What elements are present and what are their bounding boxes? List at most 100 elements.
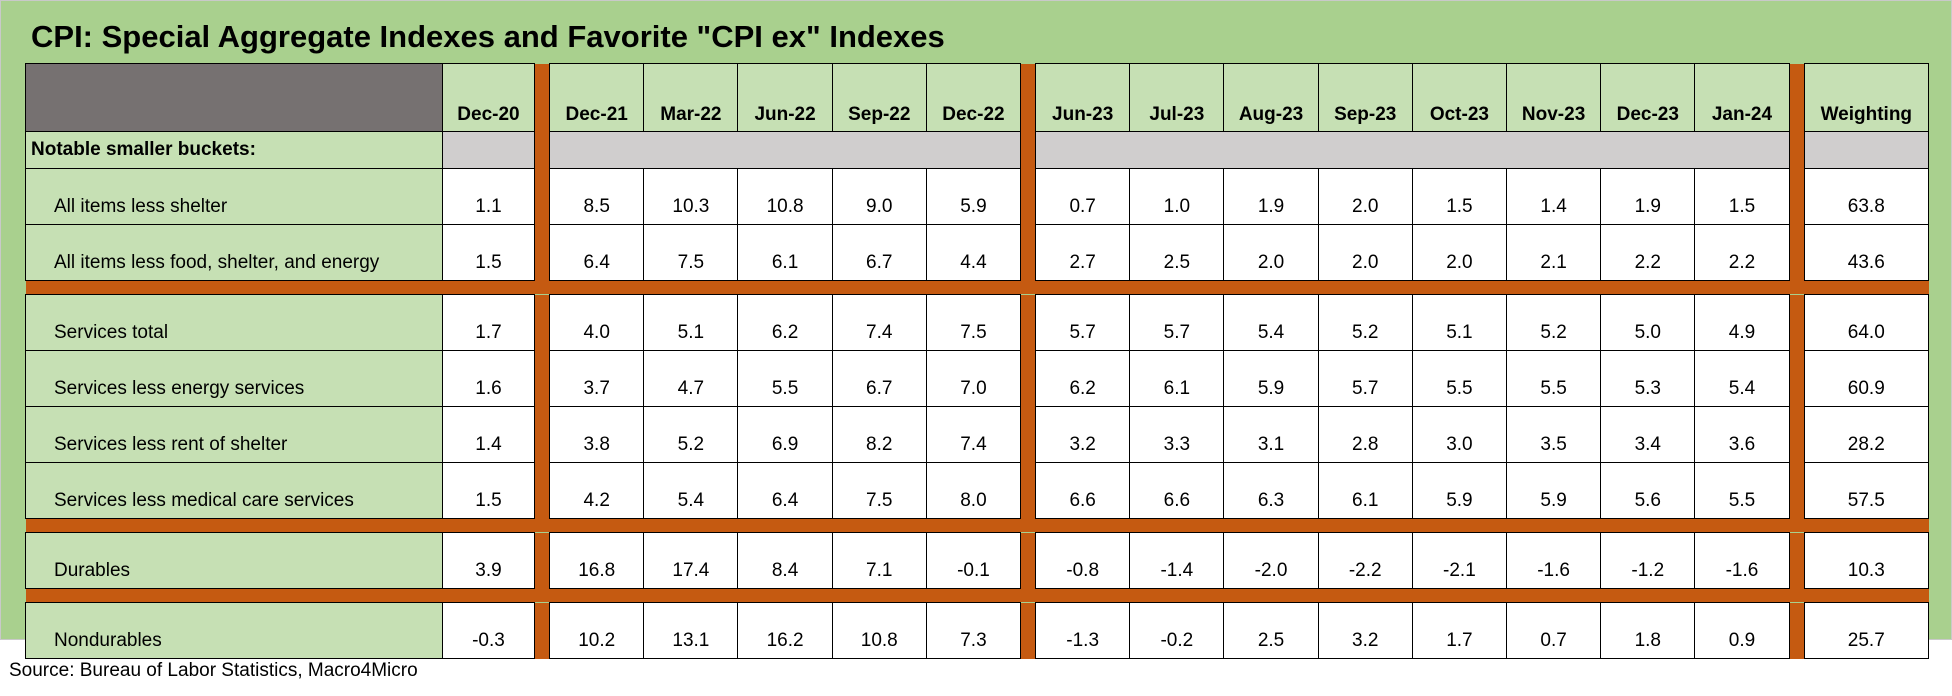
- column-header: Sep-22: [831, 63, 927, 132]
- section-header-row: Notable smaller buckets:: [25, 131, 1930, 169]
- column-header: Aug-23: [1223, 63, 1319, 132]
- table-cell: 5.1: [643, 294, 739, 351]
- column-separator: [1020, 224, 1037, 281]
- table-cell: 5.4: [1694, 350, 1790, 407]
- table-cell: 1.8: [1600, 602, 1696, 659]
- source-note: Source: Bureau of Labor Statistics, Macr…: [9, 660, 418, 681]
- table-cell: -1.6: [1694, 532, 1790, 589]
- table-row: All items less food, shelter, and energy…: [25, 224, 1930, 281]
- page-title: CPI: Special Aggregate Indexes and Favor…: [31, 19, 945, 54]
- table-cell: 3.1: [1223, 406, 1319, 463]
- table-cell: 10.3: [643, 168, 739, 225]
- table-cell: 1.4: [1505, 168, 1602, 225]
- table-cell: 6.1: [737, 224, 833, 281]
- column-separator: [534, 602, 551, 659]
- table-cell: 1.4: [441, 406, 536, 463]
- table-cell: 1.9: [1600, 168, 1696, 225]
- table-cell: 0.9: [1694, 602, 1790, 659]
- table-cell: 2.8: [1317, 406, 1413, 463]
- column-separator: [1020, 294, 1037, 351]
- table-cell: 8.4: [737, 532, 833, 589]
- table-cell: 6.3: [1223, 462, 1319, 519]
- table-cell: 3.5: [1505, 406, 1602, 463]
- table-cell: 3.2: [1317, 602, 1413, 659]
- table-cell: 6.4: [549, 224, 645, 281]
- table-cell: -2.0: [1223, 532, 1319, 589]
- table-panel: CPI: Special Aggregate Indexes and Favor…: [0, 0, 1952, 681]
- table-row: Nondurables -0.3 10.2 13.1 16.2 10.8 7.3 -1.3 -0…: [25, 602, 1930, 659]
- table-cell: 3.8: [549, 406, 645, 463]
- section-fill: [1803, 131, 1930, 169]
- table-cell: 5.9: [1505, 462, 1602, 519]
- table-cell: -0.1: [925, 532, 1022, 589]
- table-cell: -0.3: [441, 602, 536, 659]
- section-label: Notable smaller buckets:: [25, 131, 443, 169]
- column-separator: [1788, 406, 1805, 463]
- row-label: Nondurables: [25, 602, 443, 659]
- table-cell: 3.0: [1411, 406, 1508, 463]
- column-separator: [1788, 294, 1805, 351]
- row-label: Services less energy services: [25, 350, 443, 407]
- table-cell: 7.0: [925, 350, 1022, 407]
- table-cell: 2.2: [1600, 224, 1696, 281]
- table-cell: 5.0: [1600, 294, 1696, 351]
- table-cell: 2.1: [1505, 224, 1602, 281]
- table-cell: -2.2: [1317, 532, 1413, 589]
- column-header: Dec-22: [925, 63, 1022, 132]
- table-cell: 6.2: [1035, 350, 1131, 407]
- table-cell: 8.0: [925, 462, 1022, 519]
- column-separator: [1788, 63, 1805, 132]
- table-cell: -1.3: [1035, 602, 1131, 659]
- column-header: Oct-23: [1411, 63, 1508, 132]
- section-fill: [549, 131, 1022, 169]
- table-cell: 5.5: [1505, 350, 1602, 407]
- section-fill: [441, 131, 536, 169]
- row-label: All items less shelter: [25, 168, 443, 225]
- table-cell: 1.5: [441, 224, 536, 281]
- header-corner: [25, 63, 443, 132]
- table-cell: 4.0: [549, 294, 645, 351]
- table-cell: 4.7: [643, 350, 739, 407]
- table-cell: 5.4: [1223, 294, 1319, 351]
- table-cell: 7.1: [831, 532, 927, 589]
- table-cell: 5.7: [1035, 294, 1131, 351]
- table-cell: 1.7: [1411, 602, 1508, 659]
- section-fill: [1035, 131, 1790, 169]
- row-separator: [25, 588, 1929, 603]
- table-cell: 6.9: [737, 406, 833, 463]
- table-cell: 10.8: [831, 602, 927, 659]
- column-separator: [534, 462, 551, 519]
- column-separator: [1020, 350, 1037, 407]
- column-separator: [1020, 131, 1037, 169]
- table-cell: 6.1: [1317, 462, 1413, 519]
- column-header: Dec-20: [441, 63, 536, 132]
- table-row: Durables 3.9 16.8 17.4 8.4 7.1 -0.1 -0.8 -1.4 -2.…: [25, 532, 1930, 589]
- column-separator: [534, 63, 551, 132]
- table-cell: 43.6: [1803, 224, 1930, 281]
- table-cell: 4.2: [549, 462, 645, 519]
- column-header: Jun-23: [1035, 63, 1131, 132]
- column-separator: [534, 224, 551, 281]
- table-cell: 1.5: [1411, 168, 1508, 225]
- column-separator: [534, 294, 551, 351]
- table-cell: 63.8: [1803, 168, 1930, 225]
- row-separator: [25, 280, 1929, 295]
- column-separator: [1020, 532, 1037, 589]
- table-cell: 4.4: [925, 224, 1022, 281]
- table-cell: 28.2: [1803, 406, 1930, 463]
- column-header: Weighting: [1803, 63, 1930, 132]
- table-cell: 8.5: [549, 168, 645, 225]
- table-row: Services less energy services 1.6 3.7 4.7 5.…: [25, 350, 1930, 407]
- table-cell: 1.5: [1694, 168, 1790, 225]
- table-cell: 57.5: [1803, 462, 1930, 519]
- table-cell: 1.0: [1129, 168, 1225, 225]
- table-cell: 7.5: [831, 462, 927, 519]
- table-row: Services less rent of shelter 1.4 3.8 5.2 6.…: [25, 406, 1930, 463]
- table-cell: 17.4: [643, 532, 739, 589]
- table-cell: 7.5: [643, 224, 739, 281]
- table-cell: 2.0: [1317, 168, 1413, 225]
- table-cell: 3.9: [441, 532, 536, 589]
- table-row: All items less shelter 1.1 8.5 10.3 10.8 9.0 5…: [25, 168, 1930, 225]
- column-separator: [1788, 462, 1805, 519]
- column-separator: [1788, 532, 1805, 589]
